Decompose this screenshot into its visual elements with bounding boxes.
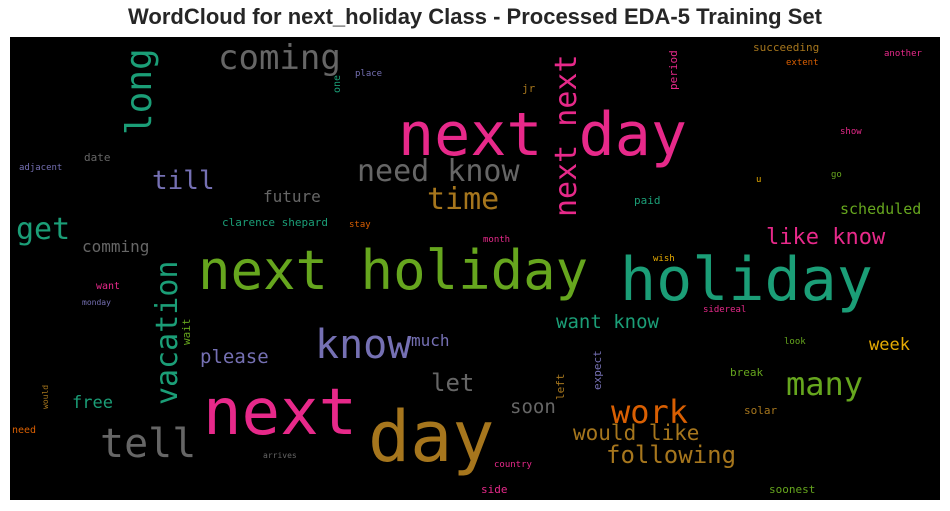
word-please: please: [200, 346, 269, 368]
word-scheduled: scheduled: [840, 200, 922, 218]
word-long: long: [119, 48, 160, 135]
word-following: following: [606, 441, 737, 469]
chart-title: WordCloud for next_holiday Class - Proce…: [128, 4, 822, 29]
word-extent: extent: [786, 58, 819, 68]
word-next-day: next day: [398, 100, 687, 170]
word-get: get: [16, 212, 71, 247]
word-would-like: would like: [573, 421, 700, 445]
word-break: break: [730, 366, 764, 379]
word-need-know: need know: [357, 154, 520, 189]
word-let: let: [431, 369, 475, 397]
word-want-know: want know: [556, 311, 659, 333]
word-another: another: [884, 49, 922, 59]
word-know: know: [315, 322, 412, 368]
word-next-holiday: next holiday: [198, 239, 589, 302]
word-wait: wait: [180, 318, 193, 346]
word-next-next: next next: [549, 54, 584, 217]
word-vacation: vacation: [150, 260, 185, 406]
word-holiday: holiday: [620, 245, 873, 315]
word-day: day: [368, 396, 495, 478]
word-go: go: [831, 170, 842, 180]
word-adjacent: adjacent: [19, 163, 63, 173]
word-clarence-shepard: clarence shepard: [222, 216, 328, 229]
word-paid: paid: [634, 194, 661, 207]
word-future: future: [263, 187, 321, 206]
word-side: side: [481, 483, 508, 496]
word-expect: expect: [591, 350, 604, 390]
word-one: one: [332, 74, 343, 93]
word-soonest: soonest: [769, 483, 816, 496]
word-comming: comming: [82, 237, 150, 256]
word-monday: monday: [82, 298, 111, 307]
word-till: till: [152, 166, 215, 196]
word-look: look: [784, 337, 806, 347]
word-sidereal: sidereal: [703, 305, 747, 315]
word-free: free: [72, 393, 113, 413]
word-coming: coming: [218, 38, 341, 78]
word-tell: tell: [100, 421, 197, 467]
word-show: show: [840, 127, 862, 137]
word-succeeding: succeeding: [753, 41, 820, 54]
word-much: much: [411, 331, 450, 350]
word-period: period: [667, 50, 680, 90]
word-jr: jr: [522, 82, 536, 95]
word-u: u: [756, 175, 762, 185]
word-many: many: [786, 365, 864, 403]
word-country: country: [494, 460, 532, 470]
word-want: want: [96, 281, 121, 292]
word-arrives: arrives: [263, 451, 297, 460]
word-place: place: [355, 69, 383, 79]
word-time: time: [427, 182, 500, 217]
wordcloud-canvas: next day next holiday holiday next day tell kn…: [10, 37, 940, 500]
word-solar: solar: [744, 404, 778, 417]
word-soon: soon: [510, 396, 556, 418]
word-next: next: [203, 376, 358, 450]
word-wish: wish: [653, 254, 675, 264]
word-work: work: [611, 393, 689, 431]
word-left: left: [554, 373, 567, 401]
word-would: would: [41, 384, 50, 409]
word-stay: stay: [349, 220, 371, 230]
word-month: month: [483, 235, 511, 245]
word-date: date: [84, 151, 111, 164]
word-like-know: like know: [766, 225, 886, 250]
word-week: week: [869, 335, 910, 355]
word-need: need: [12, 425, 37, 436]
